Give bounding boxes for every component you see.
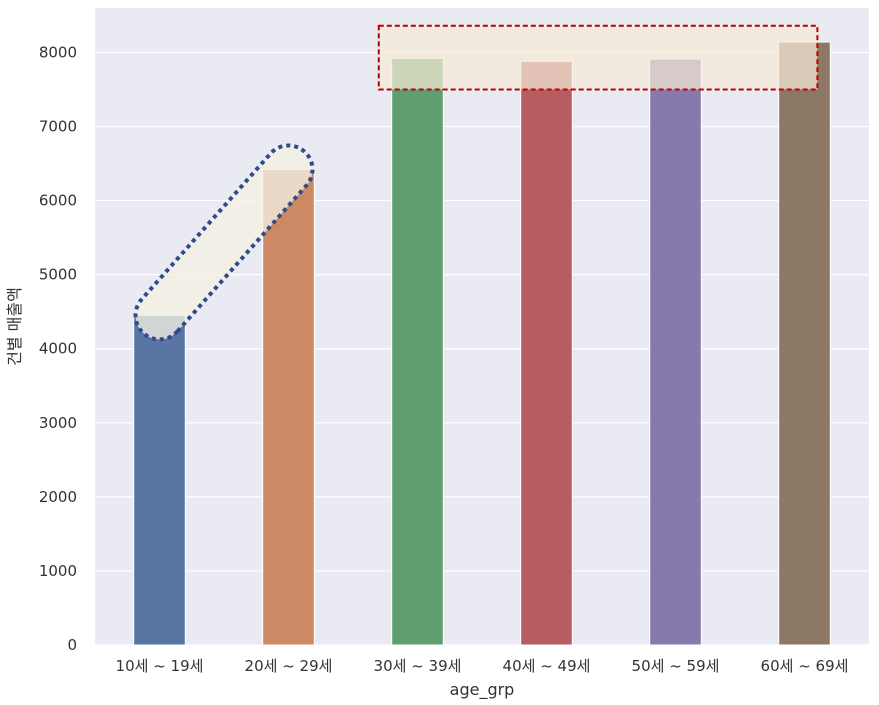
x-tick-label: 20세 ~ 29세 [245,657,333,675]
y-tick-label: 0 [67,636,77,654]
y-tick-label: 5000 [39,266,77,284]
y-tick-label: 1000 [39,562,77,580]
x-tick-label: 40세 ~ 49세 [503,657,591,675]
y-tick-label: 4000 [39,340,77,358]
annotations [133,24,819,342]
bar [133,314,186,646]
bar [649,58,702,646]
x-tick-label: 50세 ~ 59세 [632,657,720,675]
plot-area [95,8,869,645]
y-tick-label: 6000 [39,192,77,210]
y-axis-label: 건별 매출액 [5,287,24,366]
y-tick-label: 3000 [39,414,77,432]
highlight-capsule-outline [133,143,315,342]
x-axis-label: age_grp [450,680,515,700]
x-tick-label: 30세 ~ 39세 [374,657,462,675]
highlight-rectangle [377,24,819,91]
bar [778,41,831,646]
bar [391,57,444,646]
highlight-capsule-fill [135,145,313,340]
x-tick-label: 10세 ~ 19세 [116,657,204,675]
y-tick-label: 7000 [39,118,77,136]
bars [133,41,831,646]
x-tick-labels: 10세 ~ 19세 20세 ~ 29세 30세 ~ 39세 40세 ~ 49세 50세 … [116,657,849,675]
bar [520,60,573,646]
y-tick-labels: 0 1000 2000 3000 4000 5000 6000 7000 8000 [39,43,77,654]
bar [262,168,315,646]
y-tick-label: 2000 [39,488,77,506]
y-tick-label: 8000 [39,43,77,61]
x-tick-label: 60세 ~ 69세 [761,657,849,675]
